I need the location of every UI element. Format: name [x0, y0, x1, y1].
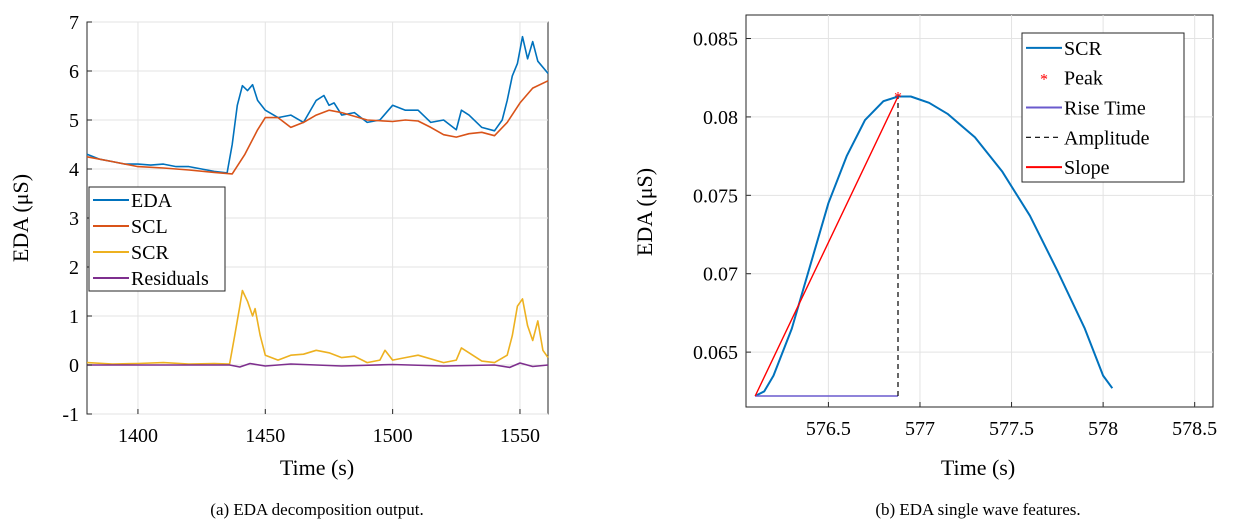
x-tick-label: 1550 — [500, 425, 540, 447]
series-line-scr-b — [754, 95, 1114, 397]
x-tick-label: 576.5 — [806, 418, 851, 440]
y-tick-label: 0.07 — [703, 264, 738, 286]
y-tick-label: 0.08 — [703, 107, 738, 129]
tick-labels-b: 576.5 577 577.5 578 578.5 0.065 0.07 0.075 0.08 0… — [693, 29, 1217, 440]
x-axis-label-b: Time (s) — [941, 455, 1015, 480]
x-tick-label: 577 — [905, 418, 935, 440]
series-line-slope-b — [754, 96, 899, 397]
y-tick-label: 5 — [69, 110, 79, 132]
legend-label-slope: Slope — [1064, 157, 1110, 179]
caption-b: (b) EDA single wave features. — [875, 500, 1080, 519]
panel-b-single-wave: * 576.5 577 577.5 578 578.5 0.065 0.07 0.075 0.0… — [632, 14, 1217, 519]
y-tick-label: 1 — [69, 306, 79, 328]
legend-label-rise-time: Rise Time — [1064, 98, 1146, 120]
legend-label-residuals: Residuals — [131, 268, 209, 290]
legend-label-peak: Peak — [1064, 68, 1103, 90]
y-tick-label: 0.075 — [693, 185, 738, 207]
panel-a-decomposition: 1400 1450 1500 1550 -1 0 1 2 3 4 5 6 7 Time (s) EDA … — [8, 12, 549, 519]
y-axis-label-b: EDA (μS) — [632, 168, 657, 256]
series-line-residuals-a — [87, 362, 549, 369]
y-tick-label: -1 — [62, 404, 79, 426]
legend-a: EDA SCL SCR Residuals — [88, 186, 226, 292]
series-lines-b: * — [754, 90, 1114, 397]
y-tick-label: 0.085 — [693, 29, 738, 51]
caption-a: (a) EDA decomposition output. — [210, 500, 423, 519]
y-tick-label: 0.065 — [693, 342, 738, 364]
legend-label-scl: SCL — [131, 216, 168, 238]
legend-box — [88, 186, 226, 292]
tick-labels-a: 1400 1450 1500 1550 -1 0 1 2 3 4 5 6 7 — [62, 12, 540, 447]
series-line-scl-a — [86, 80, 549, 175]
x-tick-label: 577.5 — [989, 418, 1034, 440]
legend-label-scr: SCR — [1064, 38, 1102, 60]
y-tick-label: 6 — [69, 61, 79, 83]
x-tick-label: 1400 — [118, 425, 158, 447]
y-tick-label: 3 — [69, 208, 79, 230]
y-tick-label: 7 — [69, 12, 79, 34]
x-tick-label: 578 — [1088, 418, 1118, 440]
x-tick-label: 1450 — [245, 425, 285, 447]
series-lines-a — [86, 35, 549, 369]
x-tick-label: 578.5 — [1172, 418, 1217, 440]
legend-label-amplitude: Amplitude — [1064, 127, 1150, 149]
y-tick-label: 2 — [69, 257, 79, 279]
y-axis-label-a: EDA (μS) — [8, 174, 33, 262]
legend-swatch-peak: * — [1040, 72, 1048, 89]
legend-label-eda: EDA — [131, 190, 173, 212]
legend-label-scr: SCR — [131, 242, 169, 264]
series-line-eda-a — [86, 35, 549, 174]
series-line-scr-a — [86, 289, 549, 365]
legend-b: SCR * Peak Rise Time Amplitude Slope — [1021, 32, 1185, 183]
y-tick-label: 4 — [69, 159, 79, 181]
x-tick-label: 1500 — [373, 425, 413, 447]
x-axis-label-a: Time (s) — [280, 455, 354, 480]
y-tick-label: 0 — [69, 355, 79, 377]
